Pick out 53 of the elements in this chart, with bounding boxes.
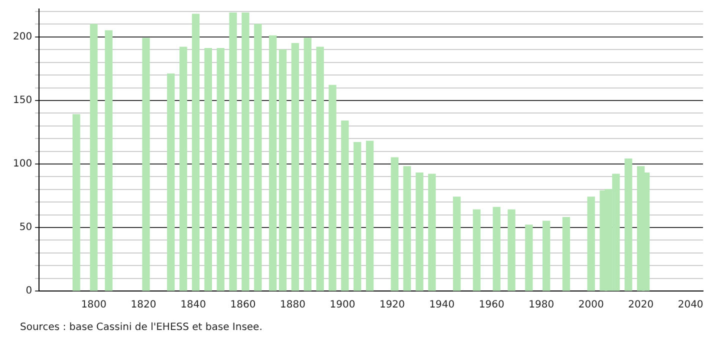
bar <box>587 196 595 291</box>
bar <box>341 120 349 291</box>
bar <box>204 48 212 291</box>
x-tick-label: 1880 <box>280 300 306 311</box>
bar <box>562 216 570 291</box>
x-tick-label: 2000 <box>578 300 604 311</box>
bar <box>428 174 436 291</box>
bar <box>104 30 113 291</box>
bar <box>316 46 324 291</box>
x-tick-label: 1800 <box>81 300 107 311</box>
bar <box>492 206 500 291</box>
bar <box>390 157 398 291</box>
y-tick-label: 0 <box>26 286 32 297</box>
bar <box>278 49 287 291</box>
bar <box>542 220 550 291</box>
bar <box>328 84 336 291</box>
bar <box>416 172 424 291</box>
bar <box>254 24 262 291</box>
x-tick-label: 1940 <box>429 300 455 311</box>
bar <box>72 114 80 291</box>
bar <box>142 38 150 291</box>
x-tick-label: 1900 <box>330 300 356 311</box>
x-tick-label: 1920 <box>379 300 405 311</box>
bar <box>167 73 175 291</box>
x-tick-label: 1860 <box>230 300 256 311</box>
x-tick-label: 2040 <box>678 300 704 311</box>
bar <box>304 38 312 291</box>
x-tick-label: 1980 <box>528 300 554 311</box>
bar <box>366 140 374 291</box>
bar <box>403 166 411 291</box>
bar <box>354 142 362 291</box>
bar <box>525 224 533 291</box>
bar <box>291 42 300 291</box>
y-tick-label: 50 <box>19 222 32 234</box>
y-tick-label: 150 <box>12 95 32 106</box>
bar <box>453 196 461 291</box>
bar <box>192 14 200 291</box>
bar <box>179 46 188 291</box>
bar <box>268 35 277 291</box>
bar <box>508 209 516 291</box>
x-tick-label: 2020 <box>628 300 654 311</box>
bar <box>624 158 632 291</box>
x-tick-label: 1840 <box>180 300 206 311</box>
x-tick-label: 1820 <box>130 300 156 311</box>
source-note: Sources : base Cassini de l'EHESS et base Insee. <box>20 322 262 333</box>
x-tick-label: 1960 <box>478 300 504 311</box>
y-tick-label: 100 <box>12 158 32 170</box>
bar <box>216 48 224 291</box>
y-tick-label: 200 <box>12 32 32 43</box>
bar <box>472 209 481 291</box>
bar <box>242 12 250 291</box>
bar <box>229 12 237 291</box>
bar <box>90 24 98 291</box>
